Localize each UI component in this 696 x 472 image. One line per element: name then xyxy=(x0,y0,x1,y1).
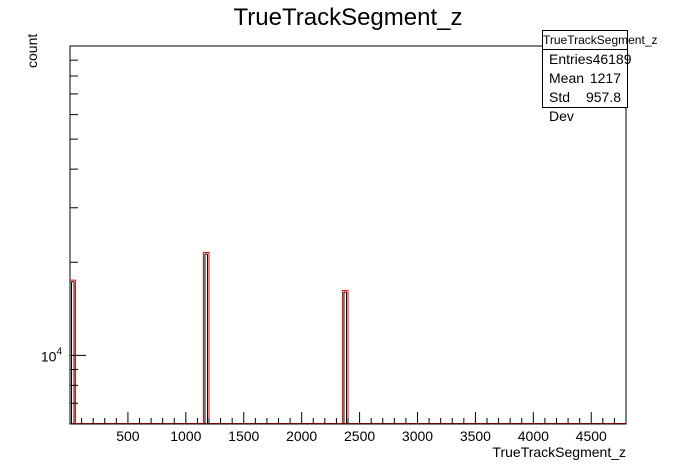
stats-value: 46189 xyxy=(592,51,632,67)
stats-row-stddev: Std Dev 957.8 xyxy=(543,88,627,124)
x-tick-label: 4000 xyxy=(518,428,549,444)
x-tick-label: 4500 xyxy=(576,428,607,444)
histogram-bar xyxy=(69,279,77,424)
stats-label: Entries xyxy=(549,51,593,67)
histogram-bars xyxy=(69,252,626,424)
x-tick-label: 1500 xyxy=(228,428,259,444)
x-axis-label: TrueTrackSegment_z xyxy=(492,444,626,460)
stats-label: Mean xyxy=(549,70,585,86)
x-axis-ticks: 500 1000 1500 2000 2500 3000 3500 4000 4500 xyxy=(81,412,615,444)
x-tick-label: 2000 xyxy=(286,428,317,444)
histogram-bar xyxy=(202,252,210,424)
stats-value: 1217 xyxy=(589,70,621,86)
chart-title: TrueTrackSegment_z xyxy=(233,4,463,31)
x-tick-label: 1000 xyxy=(170,428,201,444)
stats-row-mean: Mean 1217 xyxy=(543,69,627,88)
x-tick-label: 500 xyxy=(116,428,140,444)
y-axis-label: count xyxy=(24,33,40,68)
x-tick-label: 2500 xyxy=(344,428,375,444)
stats-row-entries: Entries 46189 xyxy=(543,50,632,69)
stats-value: 957.8 xyxy=(585,89,621,105)
x-tick-label: 3500 xyxy=(460,428,491,444)
stats-label: Std Dev xyxy=(549,89,574,124)
histogram-bar xyxy=(341,290,349,424)
stats-box: TrueTrackSegment_z Entries 46189 Mean 12… xyxy=(542,30,658,124)
y-axis-ticks: 104 xyxy=(41,45,86,425)
y-tick-label: 104 xyxy=(41,346,63,364)
x-tick-label: 3000 xyxy=(402,428,433,444)
stats-box-title: TrueTrackSegment_z xyxy=(543,31,658,50)
